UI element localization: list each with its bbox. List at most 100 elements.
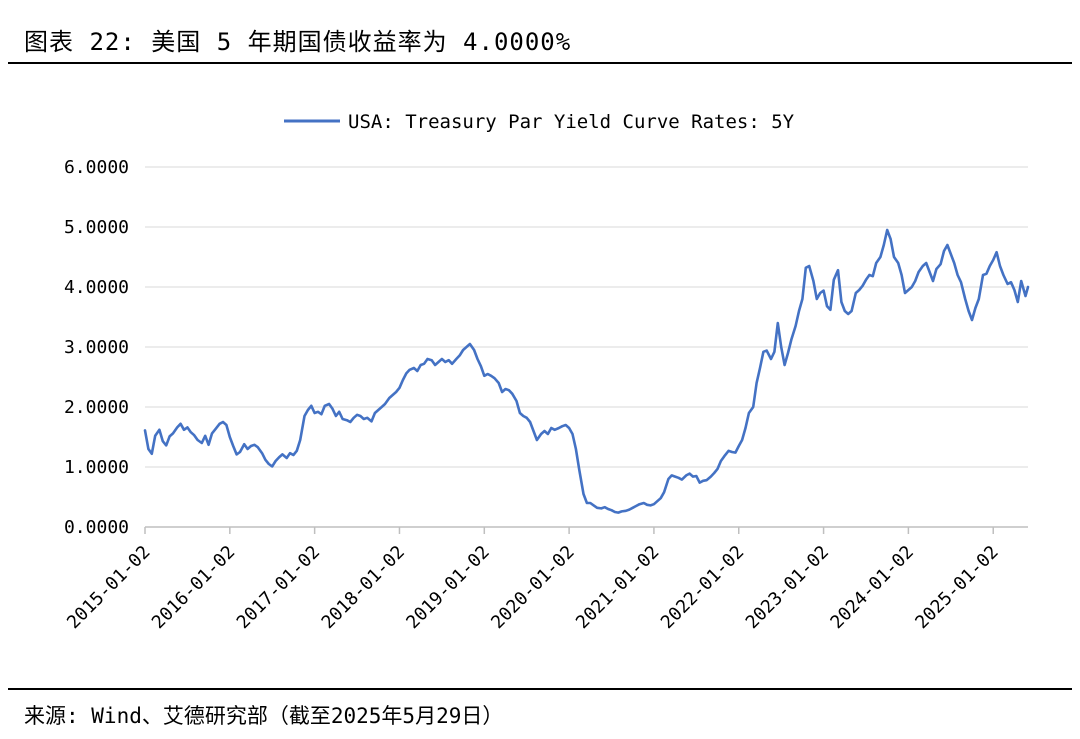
data-point — [717, 468, 719, 470]
data-point — [992, 259, 994, 261]
data-point — [162, 440, 164, 442]
data-point — [568, 427, 570, 429]
data-point — [219, 423, 221, 425]
data-point — [968, 310, 970, 312]
source-note: 来源: Wind、艾德研究部（截至2025年5月29日） — [24, 704, 504, 728]
data-point — [638, 503, 641, 505]
data-point — [812, 280, 815, 282]
data-point — [897, 262, 899, 264]
data-point — [437, 361, 440, 363]
data-point — [851, 310, 853, 312]
data-point — [289, 452, 291, 454]
data-point — [787, 352, 789, 354]
data-point — [723, 455, 725, 457]
data-point — [384, 403, 386, 405]
data-point — [232, 445, 234, 447]
data-point — [946, 244, 949, 246]
data-point — [575, 448, 577, 450]
data-point — [649, 504, 652, 506]
data-point — [656, 500, 658, 502]
data-point — [914, 280, 916, 282]
data-point — [643, 502, 645, 504]
data-point — [855, 292, 857, 294]
data-point — [893, 256, 895, 258]
data-point — [922, 265, 924, 267]
data-point — [431, 359, 433, 361]
data-point — [1017, 301, 1019, 303]
data-point — [982, 274, 984, 276]
data-point — [589, 502, 591, 504]
data-point — [253, 444, 255, 446]
data-point — [586, 502, 588, 504]
data-point — [426, 358, 429, 360]
bottom-divider — [8, 688, 1072, 690]
data-point — [689, 473, 691, 475]
data-point — [705, 479, 708, 481]
data-point — [169, 435, 171, 437]
data-point — [1013, 289, 1016, 291]
data-point — [480, 365, 482, 367]
data-point — [381, 406, 383, 408]
data-point — [795, 325, 797, 327]
y-tick-label: 4.0000 — [64, 277, 129, 298]
data-point — [1010, 281, 1012, 283]
data-point — [278, 456, 280, 458]
data-point — [610, 509, 613, 511]
data-point — [770, 358, 772, 360]
data-point — [798, 310, 800, 312]
data-point — [904, 292, 906, 294]
data-point — [462, 349, 464, 351]
data-point — [692, 476, 694, 478]
data-point — [554, 429, 556, 431]
data-point — [508, 389, 510, 391]
data-point — [1027, 286, 1029, 288]
data-point — [829, 309, 832, 311]
data-point — [180, 423, 182, 425]
x-tick-label: 2020-01-02 — [487, 542, 578, 633]
x-tick-label: 2015-01-02 — [63, 542, 154, 633]
data-point — [710, 476, 712, 478]
x-tick-label: 2021-01-02 — [572, 542, 663, 633]
data-point — [388, 397, 390, 399]
data-point — [455, 358, 457, 360]
chart-header: 图表 22: 美国 5 年期国债收益率为 4.0000% — [0, 0, 1080, 64]
data-point — [671, 474, 673, 476]
data-point — [405, 372, 407, 374]
data-point — [392, 394, 394, 396]
data-point — [292, 454, 294, 456]
data-point — [299, 439, 301, 441]
data-point — [685, 474, 687, 476]
data-point — [635, 505, 637, 507]
y-axis-tick-labels: 0.0000 1.0000 2.0000 3.0000 4.0000 5.0000 6.00… — [64, 157, 129, 538]
data-point — [176, 426, 178, 428]
data-point — [165, 444, 167, 446]
x-tick-label: 2023-01-02 — [742, 542, 833, 633]
data-point — [879, 256, 882, 258]
data-point — [483, 375, 485, 377]
data-point — [734, 452, 737, 454]
data-point — [558, 427, 560, 429]
data-point — [151, 453, 153, 455]
top-divider — [8, 62, 1072, 64]
data-point — [801, 298, 804, 300]
data-point — [996, 251, 998, 253]
data-point — [529, 421, 531, 423]
y-tick-label: 6.0000 — [64, 157, 129, 178]
data-point — [840, 301, 843, 303]
data-point — [738, 445, 740, 447]
y-tick-label: 2.0000 — [64, 397, 129, 418]
data-point — [663, 491, 665, 493]
data-point — [596, 507, 598, 509]
data-point — [1007, 283, 1009, 285]
data-point — [547, 433, 549, 435]
data-point — [214, 428, 216, 430]
data-point — [646, 504, 648, 506]
data-point — [331, 408, 334, 410]
data-point — [728, 450, 730, 452]
data-point — [314, 412, 316, 414]
data-point — [550, 427, 552, 429]
data-point — [759, 367, 761, 369]
data-point — [561, 425, 563, 427]
data-point — [413, 367, 415, 369]
data-point — [377, 409, 379, 411]
